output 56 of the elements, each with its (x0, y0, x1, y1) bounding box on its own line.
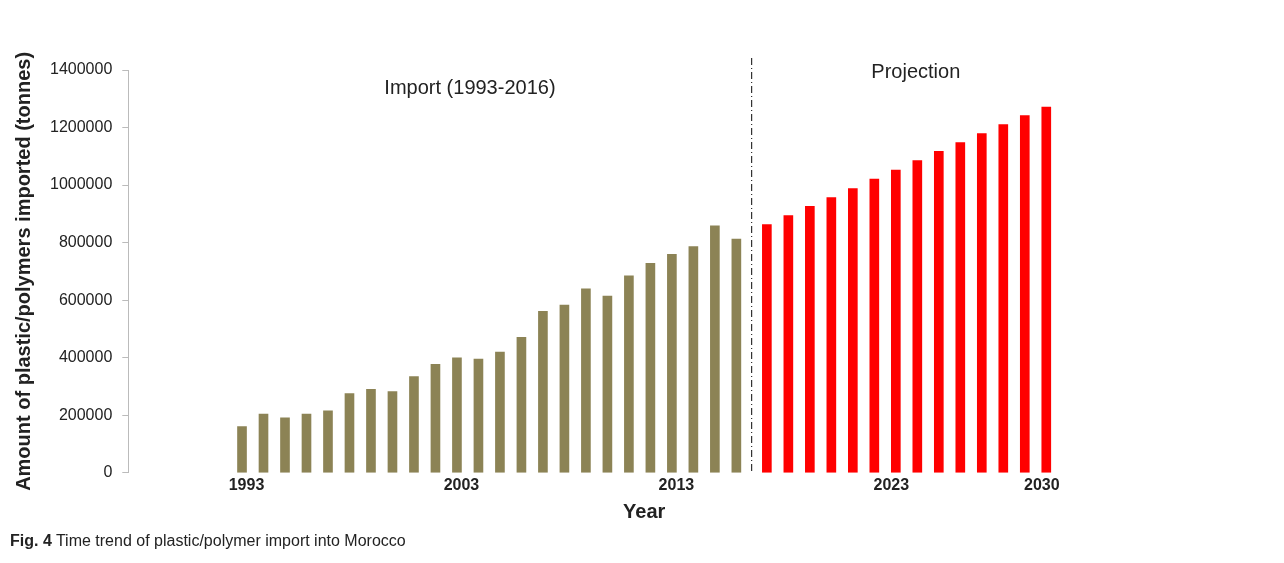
bar (344, 393, 355, 473)
x-axis-title: Year (623, 499, 666, 522)
y-tick-label: 400000 (58, 348, 113, 366)
x-tick-label: 2013 (658, 475, 695, 493)
bar (912, 160, 923, 473)
bar (955, 142, 966, 473)
bar (933, 151, 944, 473)
x-tick-label: 2003 (443, 475, 480, 493)
bar (688, 246, 699, 473)
bar (559, 304, 570, 473)
caption: Fig. 4 Time trend of plastic/polymer import into Morocco (10, 532, 406, 550)
y-tick-label: 1400000 (49, 60, 113, 78)
bar (710, 225, 720, 473)
bar (667, 254, 677, 473)
bar (869, 178, 880, 473)
bar (280, 417, 290, 473)
annotation: Import (1993-2016) (384, 75, 556, 98)
x-tick-label: 2030 (1023, 475, 1060, 493)
bar (762, 224, 772, 473)
y-tick-label: 1000000 (49, 175, 113, 193)
annotation: Projection (871, 59, 961, 82)
y-axis-title: Amount of plastic/polymers imported (tonnes) (11, 51, 34, 491)
bar (891, 169, 901, 473)
bar (301, 413, 312, 473)
bar (624, 275, 634, 473)
bar (783, 215, 794, 473)
bar (848, 188, 858, 473)
bar (826, 197, 837, 473)
y-tick-label: 1200000 (49, 117, 113, 135)
bar (731, 238, 742, 473)
bar (602, 295, 613, 473)
bar (452, 357, 462, 473)
y-tick-label: 200000 (58, 405, 113, 423)
bar (516, 336, 527, 473)
bar (409, 376, 419, 473)
bar (1041, 106, 1052, 473)
y-tick-label: 600000 (58, 290, 113, 308)
y-tick-label: 800000 (58, 233, 113, 251)
bar (998, 124, 1009, 473)
bar (495, 351, 505, 473)
bar (323, 410, 333, 473)
bar (473, 358, 484, 473)
bar (1019, 115, 1030, 473)
bar (387, 391, 398, 473)
bar (258, 413, 269, 473)
x-tick-label: 2023 (873, 475, 910, 493)
y-tick-label: 0 (103, 463, 113, 481)
x-tick-label: 1993 (228, 475, 265, 493)
bar (237, 426, 247, 473)
bar (366, 389, 376, 473)
bar (430, 364, 441, 473)
bar (805, 206, 815, 473)
bar (538, 311, 548, 473)
bar (581, 288, 591, 473)
bar (645, 263, 656, 473)
bar (976, 133, 987, 473)
